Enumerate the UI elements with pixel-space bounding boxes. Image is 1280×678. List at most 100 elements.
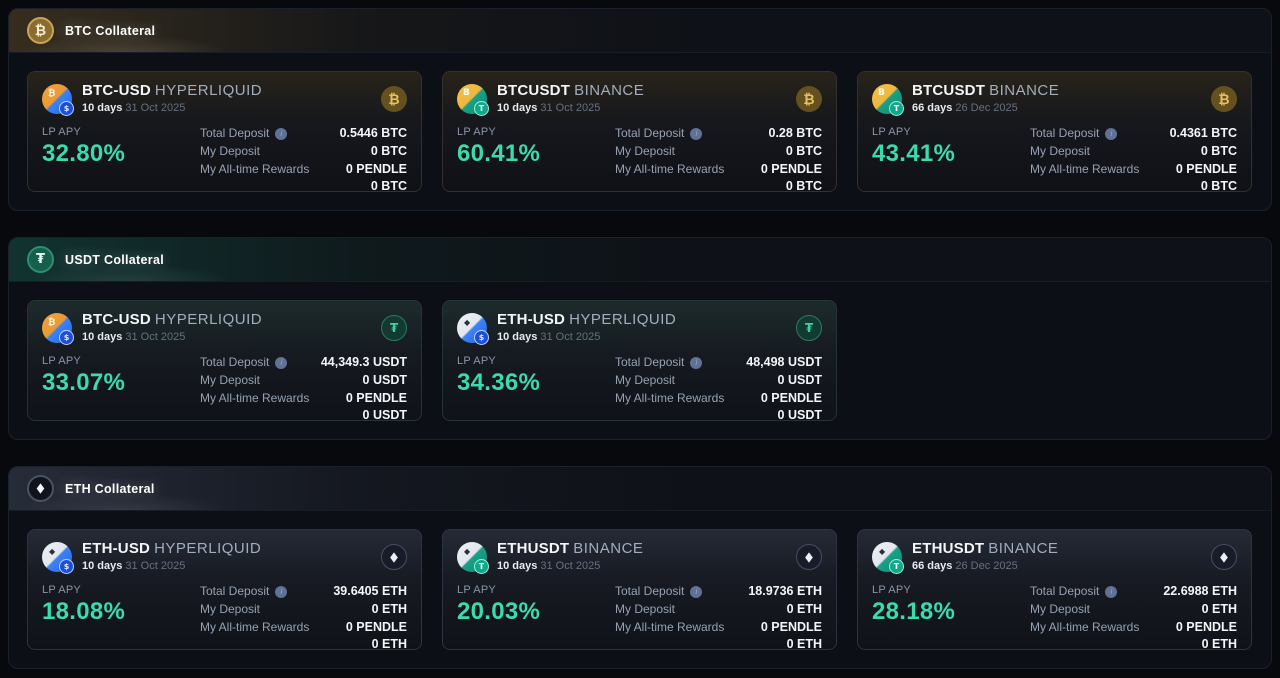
btc-icon: ₿ (27, 17, 54, 44)
lp-apy-label: LP APY (872, 584, 911, 596)
info-icon[interactable] (275, 356, 288, 369)
info-icon[interactable] (690, 127, 703, 140)
rewards-value: 0 PENDLE 0 ETH (1175, 620, 1237, 651)
lp-apy-block: LP APY 33.07% (42, 355, 200, 397)
market-pair-label: BTC-USD (82, 311, 151, 328)
maturity-date: 31 Oct 2025 (540, 560, 601, 572)
days-label: 10 days (497, 560, 538, 572)
lp-apy-block: LP APY 43.41% (872, 126, 1030, 168)
my-deposit-value: 0 ETH (1201, 602, 1237, 616)
my-deposit-row: My Deposit 0 BTC (615, 144, 822, 159)
rewards-value: 0 PENDLE 0 ETH (345, 620, 407, 651)
lp-apy-label: LP APY (42, 355, 81, 367)
info-icon[interactable] (275, 585, 288, 598)
info-icon[interactable] (690, 585, 703, 598)
total-deposit-value: 18.9736 ETH (748, 584, 822, 598)
rewards-value: 0 PENDLE 0 ETH (760, 620, 822, 651)
pair-icon-btc-usd (42, 84, 74, 116)
rewards-label: My All-time Rewards (615, 162, 725, 176)
lp-apy-value: 18.08% (42, 598, 126, 625)
market-venue-label: BINANCE (988, 540, 1059, 557)
lp-apy-value: 43.41% (872, 140, 956, 167)
pair-icon-btc-usdt (872, 84, 904, 116)
maturity-line: 66 days 26 Dec 2025 (912, 100, 1059, 115)
lp-apy-block: LP APY 18.08% (42, 584, 200, 626)
total-deposit-value: 48,498 USDT (746, 355, 822, 369)
maturity-line: 10 days 31 Oct 2025 (497, 329, 676, 344)
market-name: ETH-USD HYPERLIQUID (82, 541, 261, 557)
days-label: 66 days (912, 102, 953, 114)
market-name: ETHUSDT BINANCE (497, 541, 643, 557)
my-deposit-value: 0 BTC (1200, 144, 1237, 158)
my-deposit-value: 0 USDT (362, 373, 407, 387)
section-header-usdt[interactable]: ₮ USDT Collateral (9, 238, 1271, 282)
market-pair-label: BTCUSDT (497, 82, 571, 99)
rewards-row: My All-time Rewards 0 PENDLE 0 USDT (615, 391, 822, 423)
info-icon[interactable] (690, 356, 703, 369)
market-name: ETHUSDT BINANCE (912, 541, 1058, 557)
lp-apy-value: 34.36% (457, 369, 541, 396)
lp-apy-label: LP APY (457, 355, 496, 367)
market-venue-label: HYPERLIQUID (569, 311, 677, 328)
my-deposit-row: My Deposit 0 ETH (1030, 602, 1237, 617)
lp-apy-value: 20.03% (457, 598, 541, 625)
maturity-line: 10 days 31 Oct 2025 (82, 329, 262, 344)
pair-icon-eth-usd (457, 313, 489, 345)
market-venue-label: HYPERLIQUID (154, 82, 263, 99)
card-body: LP APY 60.41% Total Deposit 0.28 BTC My … (457, 126, 822, 194)
rewards-label: My All-time Rewards (615, 391, 725, 405)
my-deposit-label: My Deposit (1030, 602, 1091, 616)
rewards-row: My All-time Rewards 0 PENDLE 0 USDT (200, 391, 407, 423)
market-pair-label: ETHUSDT (497, 540, 570, 557)
lp-apy-block: LP APY 60.41% (457, 126, 615, 168)
days-label: 10 days (82, 331, 123, 343)
info-icon[interactable] (275, 127, 288, 140)
info-icon[interactable] (1105, 127, 1118, 140)
lp-apy-label: LP APY (42, 126, 81, 138)
stats-block: Total Deposit 39.6405 ETH My Deposit 0 E… (200, 584, 407, 652)
market-pair-label: ETH-USD (82, 540, 151, 557)
my-deposit-row: My Deposit 0 USDT (615, 373, 822, 388)
market-venue-label: BINANCE (574, 82, 645, 99)
maturity-date: 31 Oct 2025 (540, 331, 601, 343)
total-deposit-label: Total Deposit (200, 584, 270, 598)
section-header-eth[interactable]: ◆ ETH Collateral (9, 467, 1271, 511)
stats-block: Total Deposit 0.28 BTC My Deposit 0 BTC … (615, 126, 822, 194)
total-deposit-row: Total Deposit 18.9736 ETH (615, 584, 822, 599)
my-deposit-row: My Deposit 0 USDT (200, 373, 407, 388)
rewards-value: 0 PENDLE 0 USDT (345, 391, 407, 422)
section-header-btc[interactable]: ₿ BTC Collateral (9, 9, 1271, 53)
collateral-icon-btc: ₿ (1211, 86, 1237, 112)
rewards-value: 0 PENDLE 0 BTC (345, 162, 407, 193)
lp-apy-label: LP APY (872, 126, 911, 138)
market-venue-label: HYPERLIQUID (154, 311, 263, 328)
collateral-icon-usdt: ₮ (796, 315, 822, 341)
pair-icon-eth-usd (42, 542, 74, 574)
lp-apy-block: LP APY 34.36% (457, 355, 615, 397)
rewards-label: My All-time Rewards (200, 620, 310, 634)
maturity-date: 31 Oct 2025 (125, 331, 186, 343)
info-icon[interactable] (1105, 585, 1118, 598)
total-deposit-row: Total Deposit 0.4361 BTC (1030, 126, 1237, 141)
lp-apy-block: LP APY 28.18% (872, 584, 1030, 626)
my-deposit-label: My Deposit (615, 144, 676, 158)
total-deposit-value: 0.4361 BTC (1169, 126, 1237, 140)
total-deposit-value: 39.6405 ETH (333, 584, 407, 598)
lp-apy-label: LP APY (457, 126, 496, 138)
pair-icon-eth-usdt (872, 542, 904, 574)
collateral-icon-eth: ◆ (381, 544, 407, 570)
